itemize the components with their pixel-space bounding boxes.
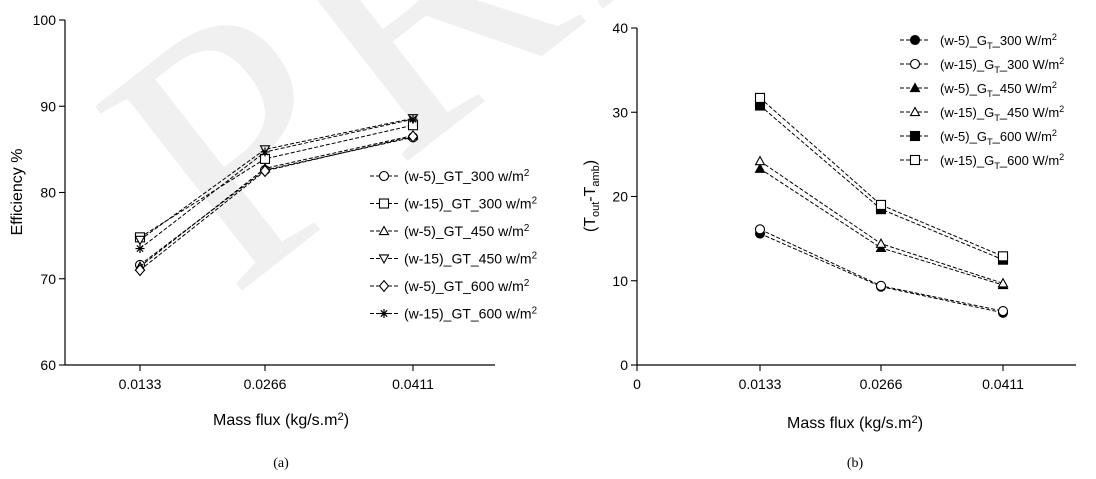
legend-marker xyxy=(378,254,390,265)
series-line xyxy=(759,97,1004,257)
legend-marker xyxy=(909,34,921,46)
chart-panel-a: 60 70 80 90 100 0.0133 0.0266 0.0411 Mass flux (… xyxy=(9,12,537,471)
legend-marker xyxy=(909,106,921,117)
legend-label: (w-15)_GT_300 W/m2 xyxy=(940,56,1064,75)
y-tick-label: 10 xyxy=(612,273,628,289)
data-point xyxy=(997,251,1009,262)
y-tick-label: 90 xyxy=(40,98,56,114)
y-axis-label: Efficiency % xyxy=(9,149,26,236)
x-tick-label: 0.0266 xyxy=(860,376,903,392)
panel-label: (b) xyxy=(847,456,864,471)
data-point xyxy=(754,224,766,235)
x-tick-label: 0.0411 xyxy=(982,376,1024,392)
legend-label: (w-15)_GT_600 W/m2 xyxy=(940,152,1064,171)
series-line xyxy=(139,135,414,268)
data-point xyxy=(997,277,1009,288)
x-tick-label: 0.0411 xyxy=(392,376,434,392)
y-tick-label: 80 xyxy=(40,185,56,201)
data-point xyxy=(135,244,145,254)
legend-marker xyxy=(378,225,390,236)
data-point xyxy=(134,235,146,246)
data-point xyxy=(875,238,887,248)
data-point xyxy=(259,164,271,178)
y-tick-label: 100 xyxy=(33,12,57,28)
legend-marker xyxy=(909,130,921,142)
y-tick-label: 20 xyxy=(612,189,628,205)
x-tick-label: 0 xyxy=(633,376,641,392)
chart-panel-b: 0 10 20 30 40 0 0.0133 0.0266 0.0411 Mass flux (k… xyxy=(582,20,1076,471)
legend-label: (w-5)_GT_450 W/m2 xyxy=(940,80,1057,99)
legend-label: (w-15)_GT_300 w/m2 xyxy=(404,196,537,212)
series-line xyxy=(759,160,1004,284)
legend-label: (w-5)_GT_600 w/m2 xyxy=(404,278,529,294)
legend-label: (w-5)_GT_300 w/m2 xyxy=(404,168,529,184)
data-point xyxy=(997,306,1009,317)
data-point xyxy=(754,92,766,103)
data-point xyxy=(408,114,418,124)
series-line xyxy=(139,118,414,249)
data-point xyxy=(260,147,270,157)
legend-label: (w-5)_GT_450 w/m2 xyxy=(404,223,529,239)
x-axis-label: Mass flux (kg/s.m2) xyxy=(787,414,923,432)
legend-label: (w-15)_GT_600 w/m2 xyxy=(404,306,537,322)
legend-marker xyxy=(378,170,390,182)
y-tick-label: 30 xyxy=(612,104,628,120)
data-point xyxy=(407,130,419,143)
data-point xyxy=(875,199,887,210)
y-tick-label: 60 xyxy=(40,357,56,373)
legend-marker xyxy=(378,198,390,209)
x-tick-label: 0.0133 xyxy=(739,376,782,392)
legend-marker xyxy=(909,154,921,166)
data-point xyxy=(754,163,766,173)
panel-label: (a) xyxy=(273,456,289,471)
data-point xyxy=(134,263,146,277)
legend-marker xyxy=(379,309,389,318)
x-axis-label: Mass flux (kg/s.m2) xyxy=(213,411,349,429)
legend-label: (w-5)_GT_600 W/m2 xyxy=(940,128,1057,147)
data-point xyxy=(754,155,766,166)
legend-marker xyxy=(909,58,921,70)
legend-marker xyxy=(378,279,390,293)
series-line xyxy=(139,124,414,238)
data-point xyxy=(875,280,887,291)
series-line xyxy=(139,117,414,241)
y-tick-label: 70 xyxy=(40,271,56,287)
legend-label: (w-15)_GT_450 w/m2 xyxy=(404,251,537,267)
legend-label: (w-5)_GT_300 W/m2 xyxy=(940,32,1057,51)
y-tick-label: 0 xyxy=(620,357,628,373)
legend-marker xyxy=(909,82,921,93)
x-tick-label: 0.0266 xyxy=(244,376,287,392)
y-tick-label: 40 xyxy=(612,20,628,36)
legend-label: (w-15)_GT_450 W/m2 xyxy=(940,104,1064,123)
x-tick-label: 0.0133 xyxy=(119,376,162,392)
y-axis-label: (Tout-Tamb) xyxy=(582,160,602,232)
